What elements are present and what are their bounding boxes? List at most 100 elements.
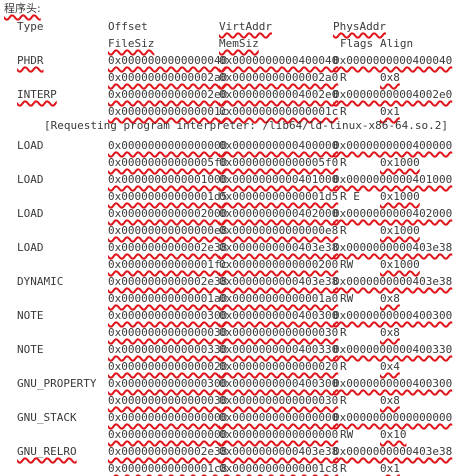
segment-type: LOAD — [17, 139, 44, 152]
segment-flags: R E — [340, 190, 360, 203]
col-filesiz-header: FileSiz — [108, 37, 155, 50]
col-flags-header: Flags — [340, 37, 374, 50]
segment-physaddr: 0x0000000000400300 — [333, 309, 453, 322]
segment-memsiz: 0x0000000000000030 — [219, 326, 339, 339]
segment-flags: R — [340, 326, 347, 339]
segment-type: INTERP — [17, 88, 57, 101]
segment-align: 0x8 — [380, 326, 400, 339]
segment-memsiz: 0x00000000000001c8 — [219, 462, 339, 475]
segment-offset: 0x0000000000002e38 — [108, 241, 228, 254]
segment-row-sizes: 0x00000000000000e8 0x00000000000000e8 R 0x1… — [0, 224, 464, 238]
segment-memsiz: 0x00000000000000e8 — [219, 224, 339, 237]
segment-offset: 0x0000000000002000 — [108, 207, 228, 220]
segment-virtaddr: 0x0000000000400300 — [219, 377, 339, 390]
segment-filesiz: 0x00000000000002a0 — [108, 71, 228, 84]
col-physaddr-header: PhysAddr — [333, 20, 386, 33]
segment-flags: R — [340, 394, 347, 407]
segment-row: NOTE 0x0000000000000300 0x0000000000400300… — [0, 309, 464, 323]
segment-virtaddr: 0x00000000004002e0 — [219, 88, 339, 101]
segment-row: GNU_PROPERTY 0x0000000000000300 0x00000000… — [0, 377, 464, 391]
segment-offset: 0x0000000000000300 — [108, 377, 228, 390]
segment-align: 0x1 — [380, 462, 400, 475]
segment-offset: 0x0000000000000000 — [108, 139, 228, 152]
segment-physaddr: 0x0000000000400330 — [333, 343, 453, 356]
segment-filesiz: 0x0000000000000000 — [108, 428, 228, 441]
segment-offset: 0x0000000000000040 — [108, 54, 228, 67]
col-virtaddr-header: VirtAddr — [219, 20, 272, 33]
segment-type: LOAD — [17, 173, 44, 186]
segment-row: NOTE 0x0000000000000330 0x0000000000400330… — [0, 343, 464, 357]
title-line: 程序头: — [0, 2, 464, 16]
segment-flags: R — [340, 71, 347, 84]
segment-row-sizes: 0x0000000000000030 0x0000000000000030 R 0x8 — [0, 394, 464, 408]
segment-virtaddr: 0x0000000000400300 — [219, 309, 339, 322]
segment-flags: R — [340, 224, 347, 237]
segment-align: 0x1 — [380, 105, 400, 118]
segment-flags: R — [340, 105, 347, 118]
segment-row-sizes: 0x000000000000001c 0x000000000000001c R 0x1 — [0, 105, 464, 119]
segment-row-sizes: 0x00000000000005f0 0x00000000000005f0 R 0x1… — [0, 156, 464, 170]
segment-flags: RW — [340, 428, 354, 441]
segment-row: GNU_RELRO 0x0000000000002e38 0x00000000004… — [0, 445, 464, 459]
segment-type: GNU_RELRO — [17, 445, 77, 458]
segment-memsiz: 0x0000000000000030 — [219, 394, 339, 407]
segment-filesiz: 0x00000000000005f0 — [108, 156, 228, 169]
segment-row-sizes: 0x0000000000000020 0x0000000000000020 R 0x4 — [0, 360, 464, 374]
segment-virtaddr: 0x0000000000400000 — [219, 139, 339, 152]
segment-filesiz: 0x000000000000001c — [108, 105, 228, 118]
segment-offset: 0x0000000000002e38 — [108, 275, 228, 288]
segment-type: PHDR — [17, 54, 44, 67]
segment-offset: 0x0000000000000330 — [108, 343, 228, 356]
segment-align: 0x1000 — [380, 258, 420, 271]
segment-align: 0x8 — [380, 292, 400, 305]
segment-physaddr: 0x0000000000400040 — [333, 54, 453, 67]
segment-row-sizes: 0x0000000000000000 0x0000000000000000 RW 0x… — [0, 428, 464, 442]
segment-physaddr: 0x0000000000403e38 — [333, 445, 453, 458]
interpreter-line: [Requesting program interpreter: /lib64/… — [0, 119, 464, 133]
segment-type: NOTE — [17, 343, 44, 356]
segment-row: LOAD 0x0000000000002000 0x0000000000402000… — [0, 207, 464, 221]
segment-physaddr: 0x0000000000403e38 — [333, 241, 453, 254]
segment-offset: 0x0000000000000300 — [108, 309, 228, 322]
segment-physaddr: 0x0000000000403e38 — [333, 275, 453, 288]
segment-row-sizes: 0x00000000000001a0 0x00000000000001a0 RW 0x… — [0, 292, 464, 306]
segment-virtaddr: 0x0000000000400040 — [219, 54, 339, 67]
segment-row: LOAD 0x0000000000001000 0x0000000000401000… — [0, 173, 464, 187]
segment-memsiz: 0x00000000000002a0 — [219, 71, 339, 84]
segment-flags: R — [340, 360, 347, 373]
header-line-2: FileSiz MemSiz Flags Align — [0, 37, 464, 51]
segment-row: GNU_STACK 0x0000000000000000 0x00000000000… — [0, 411, 464, 425]
segment-type: GNU_STACK — [17, 411, 77, 424]
segment-align: 0x10 — [380, 428, 407, 441]
segment-offset: 0x0000000000001000 — [108, 173, 228, 186]
segment-offset: 0x00000000000002e0 — [108, 88, 228, 101]
segment-filesiz: 0x00000000000001fc — [108, 258, 228, 271]
segment-align: 0x8 — [380, 71, 400, 84]
segment-physaddr: 0x0000000000400300 — [333, 377, 453, 390]
segment-virtaddr: 0x0000000000403e38 — [219, 445, 339, 458]
segment-physaddr: 0x0000000000400000 — [333, 139, 453, 152]
segment-row: PHDR 0x0000000000000040 0x0000000000400040… — [0, 54, 464, 68]
segment-type: LOAD — [17, 241, 44, 254]
segment-row: LOAD 0x0000000000000000 0x0000000000400000… — [0, 139, 464, 153]
segment-virtaddr: 0x0000000000403e38 — [219, 241, 339, 254]
segment-physaddr: 0x0000000000000000 — [333, 411, 453, 424]
segment-row-sizes: 0x00000000000001fc 0x0000000000000200 RW 0x… — [0, 258, 464, 272]
segment-filesiz: 0x00000000000001c8 — [108, 462, 228, 475]
segment-memsiz: 0x0000000000000200 — [219, 258, 339, 271]
segment-physaddr: 0x0000000000402000 — [333, 207, 453, 220]
segment-flags: RW — [340, 258, 354, 271]
segment-align: 0x1000 — [380, 190, 420, 203]
segment-virtaddr: 0x0000000000000000 — [219, 411, 339, 424]
interpreter-note: [Requesting program interpreter: /lib64/… — [44, 119, 448, 132]
segment-memsiz: 0x00000000000005f0 — [219, 156, 339, 169]
segment-filesiz: 0x00000000000001a0 — [108, 292, 228, 305]
segment-align: 0x1000 — [380, 156, 420, 169]
segment-virtaddr: 0x0000000000400330 — [219, 343, 339, 356]
segment-type: NOTE — [17, 309, 44, 322]
segment-row-sizes: 0x0000000000000030 0x0000000000000030 R 0x8 — [0, 326, 464, 340]
segment-virtaddr: 0x0000000000401000 — [219, 173, 339, 186]
segment-row-sizes: 0x00000000000002a0 0x00000000000002a0 R 0x8 — [0, 71, 464, 85]
